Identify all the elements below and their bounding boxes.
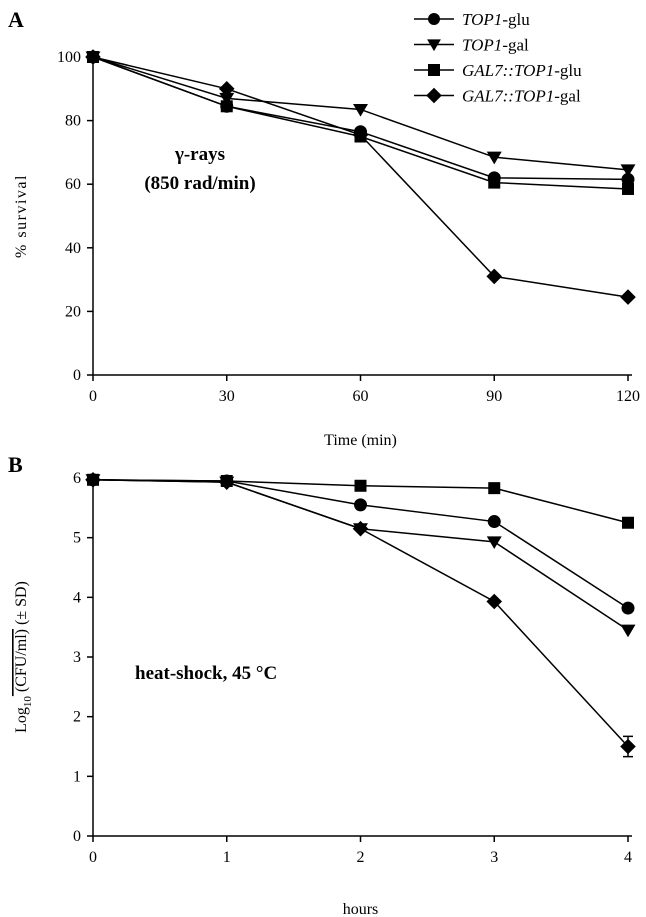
panel-b-x-tick-label: 3 xyxy=(490,849,498,866)
panel-a-point-gal7-top1-gal xyxy=(486,268,503,285)
panel-b-y-tick-label: 2 xyxy=(73,709,81,726)
panel-b-point-gal7-top1-glu xyxy=(354,479,367,492)
panel-b-y-tick-label: 1 xyxy=(73,768,81,785)
panel-b-x-tick-label: 4 xyxy=(624,849,632,866)
panel-a-y-tick-label: 20 xyxy=(65,303,81,320)
panel-a-x-tick-label: 60 xyxy=(353,388,369,405)
legend-label-gal7-top1-glu: GAL7::TOP1-glu xyxy=(462,61,582,80)
panel-a-point-top1-glu xyxy=(621,172,635,186)
legend-label-gal7-top1-gal: GAL7::TOP1-gal xyxy=(462,87,581,106)
panel-b-point-gal7-top1-gal xyxy=(352,520,369,537)
panel-a-point-top1-gal xyxy=(353,103,368,117)
panel-b-point-top1-glu xyxy=(487,515,501,529)
panel-a-annotation: γ-rays xyxy=(174,144,225,165)
panel-b-point-top1-gal xyxy=(620,624,636,638)
panel-b-y-tick-label: 0 xyxy=(73,828,81,845)
panel-a-point-gal7-top1-glu xyxy=(220,100,233,113)
panel-a-y-tick-label: 40 xyxy=(65,240,81,257)
panel-a-annotation: (850 rad/min) xyxy=(144,173,255,194)
legend-label-top1-gal: TOP1-gal xyxy=(462,36,529,55)
panel-b-x-axis-title: hours xyxy=(343,901,379,917)
panel-b-annotation: heat-shock, 45 °C xyxy=(135,663,277,684)
panel-b-x-tick-label: 1 xyxy=(223,849,231,866)
panel-a-y-tick-label: 60 xyxy=(65,176,81,193)
panel-b-point-gal7-top1-gal xyxy=(85,471,101,488)
panel-b-y-tick-label: 3 xyxy=(73,649,81,666)
panel-b-letter: B xyxy=(8,452,23,477)
panel-a-x-tick-label: 0 xyxy=(89,388,97,405)
panel-a-y-axis-title: % survival xyxy=(13,174,30,258)
panel-a-x-tick-label: 120 xyxy=(616,388,640,405)
panel-a-y-tick-label: 0 xyxy=(73,367,81,384)
panel-a-y-tick-label: 100 xyxy=(57,49,81,66)
panel-b-y-tick-label: 4 xyxy=(73,589,81,606)
panel-b-x-tick-label: 0 xyxy=(89,849,97,866)
panel-b-y-tick-label: 6 xyxy=(73,470,81,487)
panel-a-point-top1-gal xyxy=(620,164,636,178)
legend: TOP1-gluTOP1-galGAL7::TOP1-gluGAL7::TOP1… xyxy=(414,10,582,106)
panel-a-point-gal7-top1-gal xyxy=(620,289,636,305)
panel-b-y-axis-title: Log10 (CFU/ml) (± SD) xyxy=(13,581,34,733)
panel-a-point-top1-gal xyxy=(486,151,502,165)
panel-a-point-gal7-top1-gal xyxy=(218,81,235,97)
panel-b-point-gal7-top1-gal xyxy=(218,474,235,490)
panel-a-chart: A 0 20 40 60 80 100 0 30 60 90 120 Time (min) % survi… xyxy=(8,7,640,449)
panel-a-letter: A xyxy=(8,7,24,32)
panel-a-x-axis-title: Time (min) xyxy=(324,432,397,449)
panel-b-chart: B 0 1 2 3 4 5 6 0 1 2 3 4 hours Log10 (CFU/ml) (± SD) h… xyxy=(8,452,636,917)
panel-a-y-tick-label: 80 xyxy=(65,113,81,130)
panel-b-x-tick-label: 2 xyxy=(357,849,365,866)
panel-b-point-gal7-top1-glu xyxy=(622,516,634,529)
legend-marker-gal7-top1-glu xyxy=(428,64,440,76)
legend-marker-top1-gal xyxy=(427,39,441,52)
legend-marker-gal7-top1-gal xyxy=(426,87,442,104)
panel-a-point-top1-gal xyxy=(219,92,235,106)
panel-a-point-gal7-top1-gal xyxy=(85,49,101,65)
panel-a-point-gal7-top1-glu xyxy=(488,176,501,189)
panel-b-point-top1-gal xyxy=(486,536,502,549)
legend-marker-top1-glu xyxy=(428,13,440,25)
panel-b-point-top1-glu xyxy=(621,601,635,615)
panel-a-point-gal7-top1-glu xyxy=(622,182,634,195)
panel-a-x-tick-label: 30 xyxy=(219,388,235,405)
panel-b-y-tick-label: 5 xyxy=(73,530,81,547)
panel-b-point-gal7-top1-glu xyxy=(488,482,501,495)
panel-b-point-gal7-top1-gal xyxy=(486,593,503,610)
panel-b-line-gal7-top1-gal xyxy=(92,479,629,748)
panel-b-point-top1-glu xyxy=(354,498,367,512)
panel-a-point-gal7-top1-gal xyxy=(352,127,369,143)
legend-label-top1-glu: TOP1-glu xyxy=(462,10,530,29)
panel-a-x-tick-label: 90 xyxy=(486,388,502,405)
